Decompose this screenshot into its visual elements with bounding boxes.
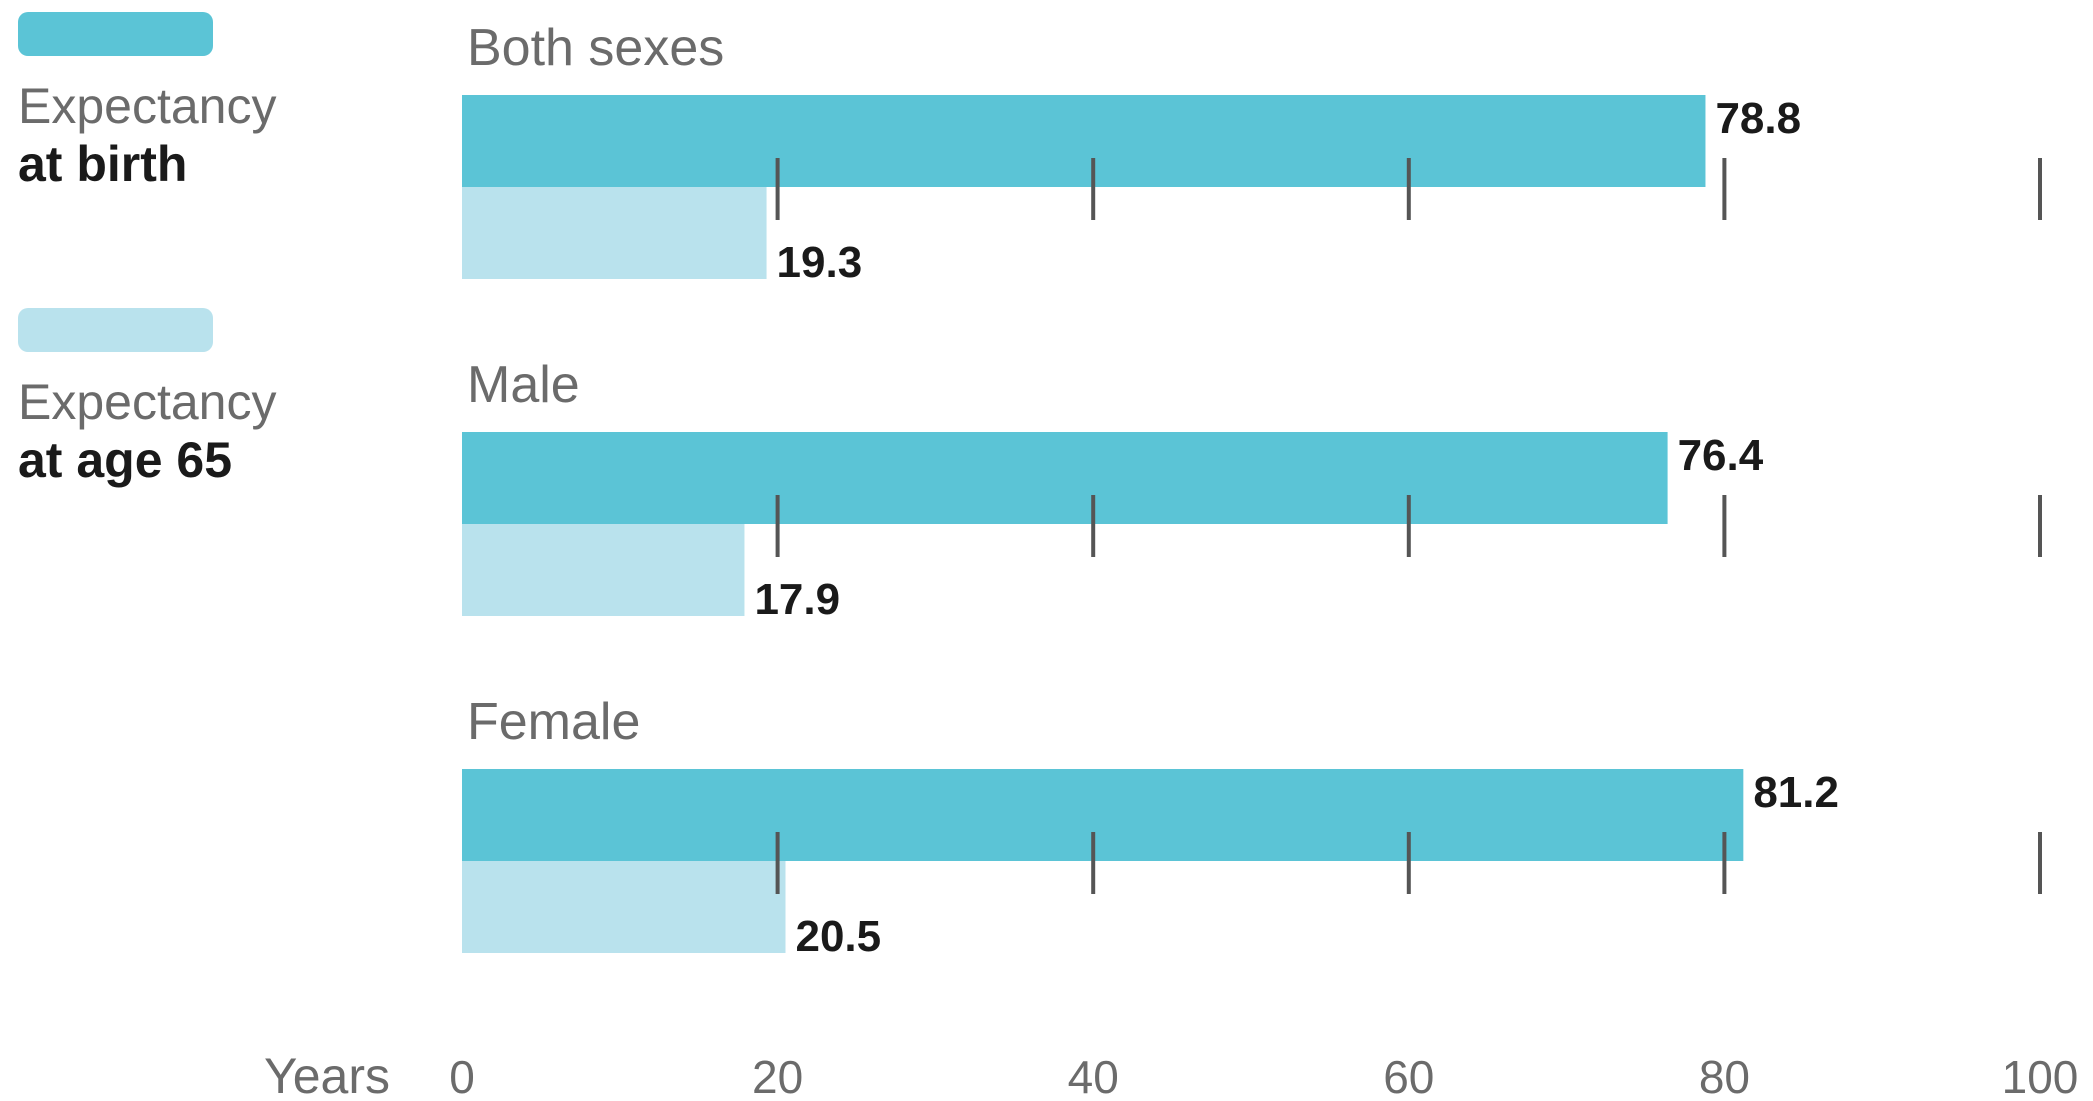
legend-swatch-birth	[18, 12, 213, 56]
legend: Expectancy at birth	[18, 12, 276, 193]
legend-item-birth: Expectancy at birth	[18, 12, 276, 193]
bar-birth-male	[462, 432, 1668, 524]
x-tick-label-80: 80	[1699, 1051, 1750, 1101]
group-label-male: Male	[467, 356, 580, 414]
x-tick-label-100: 100	[2002, 1051, 2079, 1101]
group-label-both-sexes: Both sexes	[467, 19, 724, 77]
value-label-age65-male: 17.9	[754, 575, 840, 624]
legend-label-line2: at birth	[18, 135, 188, 192]
value-label-age65-female: 20.5	[795, 912, 881, 961]
legend-2: Expectancy at age 65	[18, 308, 276, 489]
x-axis-label: Years	[264, 1048, 390, 1101]
value-label-age65-both-sexes: 19.3	[777, 238, 863, 287]
legend-label-line2: at age 65	[18, 431, 233, 488]
x-tick-label-0: 0	[449, 1051, 475, 1101]
x-tick-label-20: 20	[752, 1051, 803, 1101]
legend-label-line1: Expectancy	[18, 374, 277, 430]
legend-item-age65: Expectancy at age 65	[18, 308, 276, 489]
legend-label-line1: Expectancy	[18, 78, 277, 134]
value-label-birth-both-sexes: 78.8	[1715, 94, 1801, 143]
bar-birth-female	[462, 769, 1744, 861]
x-tick-label-60: 60	[1383, 1051, 1434, 1101]
bar-age65-female	[462, 861, 786, 953]
bar-age65-both-sexes	[462, 187, 767, 279]
value-label-birth-male: 76.4	[1678, 431, 1764, 480]
bar-birth-both-sexes	[462, 95, 1706, 187]
x-tick-label-40: 40	[1068, 1051, 1119, 1101]
bar-age65-male	[462, 524, 745, 616]
legend-swatch-age65	[18, 308, 213, 352]
group-label-female: Female	[467, 693, 640, 751]
value-label-birth-female: 81.2	[1753, 768, 1839, 817]
